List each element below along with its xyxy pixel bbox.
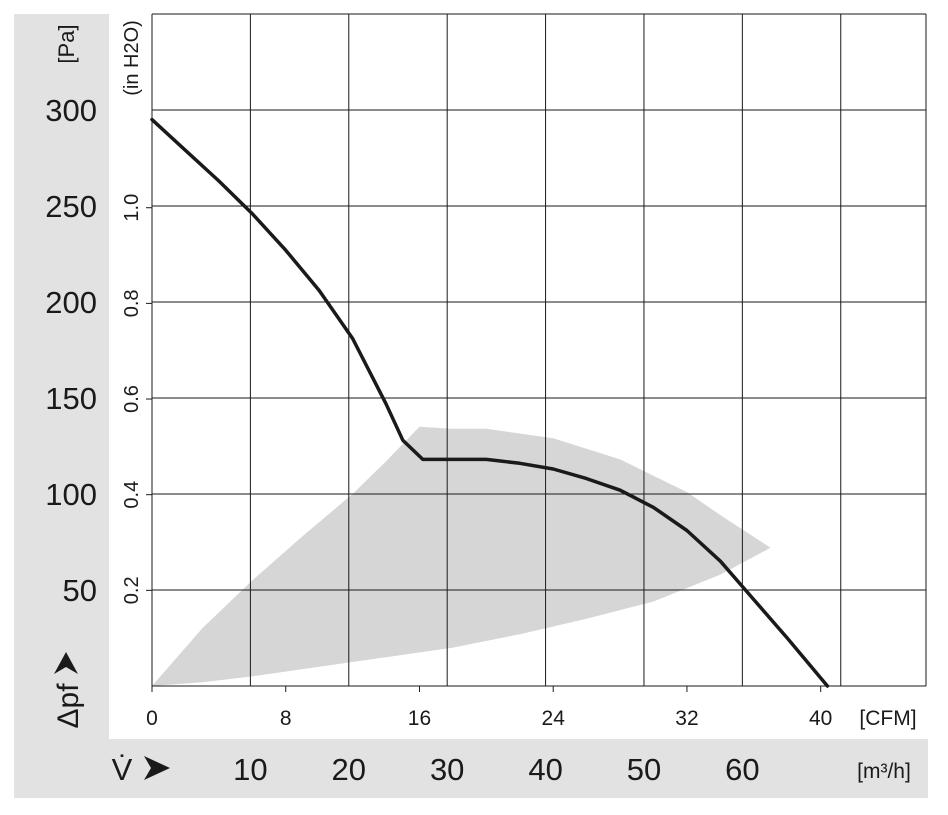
y-tick-label-pa: 150	[45, 381, 97, 416]
y-tick-label-pa: 50	[63, 573, 97, 608]
y-tick-label-inH2O: 0.4	[121, 481, 143, 509]
x-tick-label-m3h: 50	[627, 752, 661, 787]
x-tick-label-m3h: 10	[233, 752, 267, 787]
y-axis-label: Δpf	[52, 683, 85, 729]
operating-region	[152, 426, 771, 686]
x-axis-label: V̇	[112, 752, 133, 787]
y-tick-label-inH2O: 0.8	[121, 289, 143, 317]
performance-curve	[150, 117, 830, 688]
x-tick-label-cfm: 8	[280, 707, 292, 730]
x-axis-arrow-icon	[144, 756, 170, 780]
x-tick-label-cfm: 16	[408, 707, 431, 730]
x-tick-label-cfm: 32	[675, 707, 698, 730]
x-tick-label-cfm: 24	[542, 707, 566, 730]
x-tick-label-m3h: 40	[528, 752, 562, 787]
y-tick-label-inH2O: 0.6	[121, 385, 143, 413]
x-tick-label-m3h: 60	[725, 752, 759, 787]
y-tick-label-inH2O: 1.0	[121, 194, 143, 222]
x-tick-label-m3h: 20	[332, 752, 366, 787]
x-axis-unit-m3h: [m³/h]	[857, 760, 911, 783]
y-tick-label-pa: 100	[45, 477, 97, 512]
y-tick-label-pa: 250	[45, 189, 97, 224]
y-axis-unit-pa: [Pa]	[54, 24, 79, 63]
y-axis-unit-inH2O: (in H2O)	[121, 20, 143, 96]
x-tick-label-cfm: 0	[146, 707, 158, 730]
x-axis-unit-cfm: [CFM]	[859, 707, 916, 730]
x-tick-label-cfm: 40	[809, 707, 832, 730]
y-tick-label-pa: 300	[45, 93, 97, 128]
y-tick-label-inH2O: 0.2	[121, 576, 143, 604]
x-tick-label-m3h: 30	[430, 752, 464, 787]
left-axis-band	[14, 14, 109, 739]
y-tick-label-pa: 200	[45, 285, 97, 320]
y-axis-arrow-icon	[54, 652, 78, 674]
